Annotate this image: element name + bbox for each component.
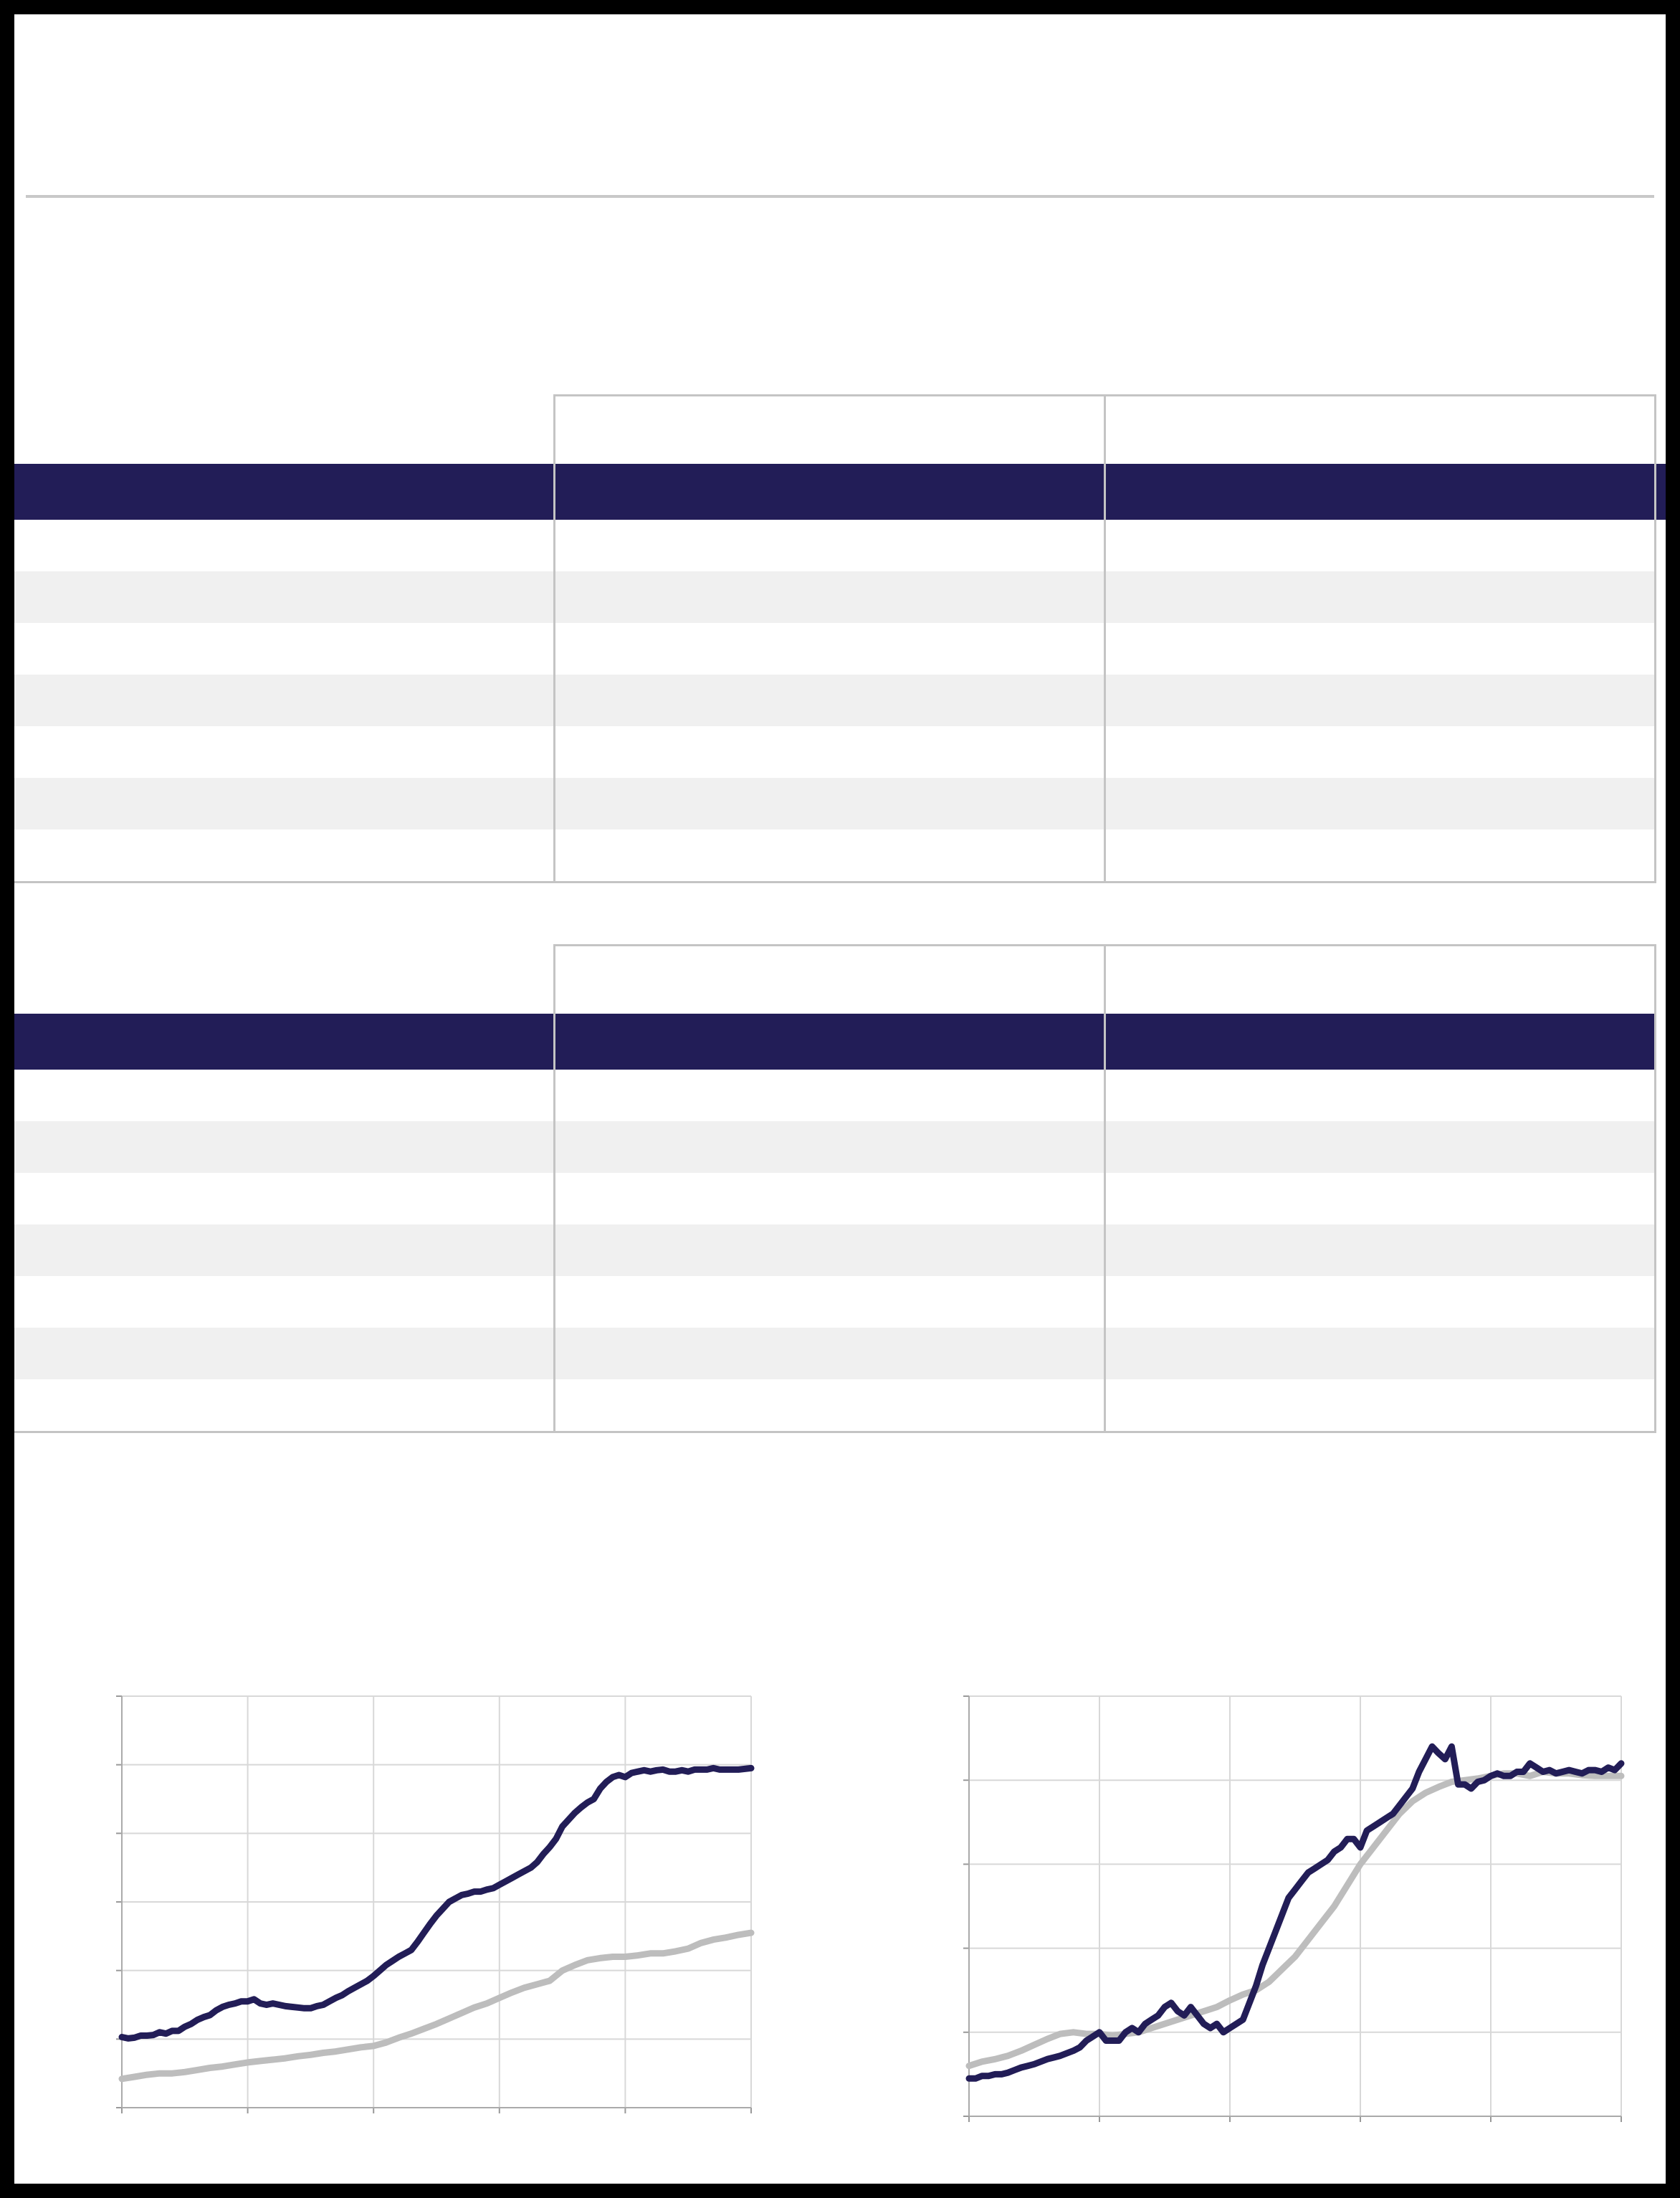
series-line bbox=[118, 1929, 755, 2083]
series-line bbox=[965, 1769, 1625, 2070]
chart-svg bbox=[963, 1695, 1625, 2122]
table-row bbox=[14, 778, 1654, 829]
chart-svg bbox=[116, 1695, 755, 2113]
column-divider bbox=[553, 944, 555, 1433]
series-line bbox=[118, 1764, 755, 2042]
header-rule bbox=[26, 195, 1654, 198]
table-header-row bbox=[14, 464, 1666, 520]
table-row bbox=[14, 1328, 1654, 1379]
column-divider bbox=[1104, 944, 1106, 1433]
table-bottom-border bbox=[14, 1431, 1656, 1433]
column-divider bbox=[553, 394, 555, 883]
column-divider bbox=[1104, 394, 1106, 883]
line-chart-left bbox=[93, 1663, 774, 2136]
table-row bbox=[14, 571, 1654, 623]
line-chart-right bbox=[939, 1663, 1641, 2136]
table-row bbox=[14, 1224, 1654, 1276]
series-line bbox=[965, 1743, 1625, 2082]
table-right-border bbox=[1654, 944, 1656, 1433]
table-bottom-border bbox=[14, 881, 1656, 883]
data-table-1 bbox=[14, 394, 1666, 903]
table-right-border bbox=[1654, 394, 1656, 883]
table-row bbox=[14, 675, 1654, 726]
page bbox=[14, 14, 1666, 2184]
table-header-row bbox=[14, 1014, 1654, 1070]
table-row bbox=[14, 1121, 1654, 1173]
data-table-2 bbox=[14, 944, 1666, 1453]
